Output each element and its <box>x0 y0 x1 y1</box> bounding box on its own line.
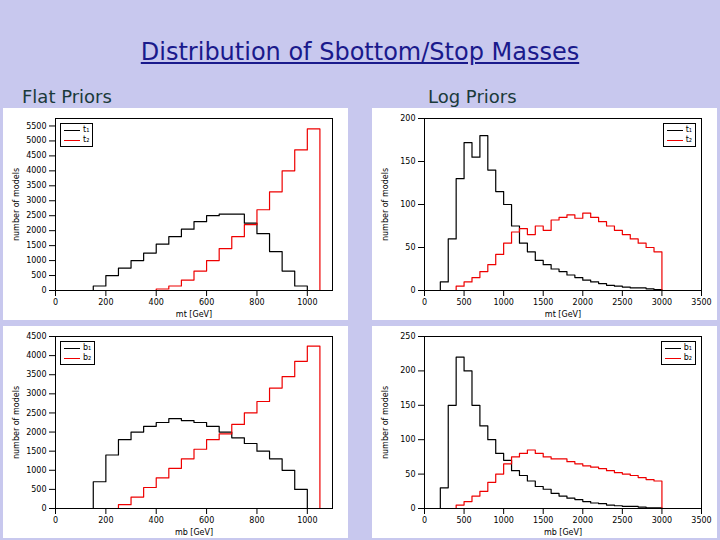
svg-text:600: 600 <box>199 298 214 307</box>
svg-text:mt [GeV]: mt [GeV] <box>545 310 581 319</box>
svg-text:0: 0 <box>53 298 58 307</box>
svg-text:number of models: number of models <box>12 386 21 459</box>
svg-text:mt [GeV]: mt [GeV] <box>176 310 212 319</box>
svg-text:5500: 5500 <box>26 122 46 131</box>
svg-text:0: 0 <box>41 286 46 295</box>
svg-text:1000: 1000 <box>493 516 513 525</box>
svg-text:1500: 1500 <box>26 447 46 456</box>
svg-text:100: 100 <box>400 435 415 444</box>
svg-text:200: 200 <box>400 366 415 375</box>
svg-text:0: 0 <box>410 504 415 513</box>
svg-text:200: 200 <box>98 298 113 307</box>
svg-text:2500: 2500 <box>26 211 46 220</box>
svg-text:0: 0 <box>410 286 415 295</box>
svg-text:2000: 2000 <box>26 226 46 235</box>
svg-text:number of models: number of models <box>381 168 390 241</box>
svg-text:number of models: number of models <box>381 386 390 459</box>
svg-text:0: 0 <box>53 516 58 525</box>
html-text:b₂: b₂ <box>83 353 92 362</box>
svg-text:500: 500 <box>456 516 471 525</box>
svg-text:mb [GeV]: mb [GeV] <box>544 528 582 537</box>
svg-text:3000: 3000 <box>652 298 672 307</box>
svg-text:5000: 5000 <box>26 136 46 145</box>
svg-text:3000: 3000 <box>26 389 46 398</box>
svg-text:1000: 1000 <box>26 466 46 475</box>
svg-text:2000: 2000 <box>573 298 593 307</box>
svg-text:1000: 1000 <box>26 256 46 265</box>
svg-text:100: 100 <box>400 200 415 209</box>
svg-text:0: 0 <box>422 298 427 307</box>
svg-text:2000: 2000 <box>26 428 46 437</box>
svg-text:0: 0 <box>41 504 46 513</box>
svg-text:0: 0 <box>422 516 427 525</box>
svg-text:400: 400 <box>149 298 164 307</box>
html-text:Distribution of Sbottom/Stop M: Distribution of Sbottom/Stop Masses <box>140 38 580 66</box>
svg-text:2500: 2500 <box>612 298 632 307</box>
svg-text:800: 800 <box>249 298 264 307</box>
svg-text:1000: 1000 <box>493 298 513 307</box>
svg-text:3500: 3500 <box>691 298 711 307</box>
html-text:Log Priors: Log Priors <box>428 86 517 107</box>
svg-text:3000: 3000 <box>26 196 46 205</box>
svg-text:1000: 1000 <box>297 298 317 307</box>
svg-text:500: 500 <box>456 298 471 307</box>
svg-text:800: 800 <box>249 516 264 525</box>
svg-text:4000: 4000 <box>26 166 46 175</box>
svg-text:4000: 4000 <box>26 351 46 360</box>
svg-text:1500: 1500 <box>533 516 553 525</box>
svg-text:1000: 1000 <box>297 516 317 525</box>
svg-text:2000: 2000 <box>573 516 593 525</box>
svg-text:2500: 2500 <box>612 516 632 525</box>
html-text:b₁: b₁ <box>83 343 92 352</box>
svg-text:150: 150 <box>400 157 415 166</box>
svg-text:3500: 3500 <box>26 181 46 190</box>
html-text:b₁: b₁ <box>683 343 692 352</box>
svg-text:50: 50 <box>405 243 415 252</box>
svg-text:mb [GeV]: mb [GeV] <box>175 528 213 537</box>
svg-text:4500: 4500 <box>26 332 46 341</box>
svg-text:1500: 1500 <box>533 298 553 307</box>
svg-text:250: 250 <box>400 332 415 341</box>
html-text:Flat Priors: Flat Priors <box>22 86 112 107</box>
svg-text:400: 400 <box>149 516 164 525</box>
svg-text:3000: 3000 <box>652 516 672 525</box>
svg-text:number of models: number of models <box>12 168 21 241</box>
svg-text:150: 150 <box>400 401 415 410</box>
svg-text:3500: 3500 <box>26 370 46 379</box>
svg-text:600: 600 <box>199 516 214 525</box>
html-text:t₂: t₂ <box>83 135 90 144</box>
svg-text:200: 200 <box>98 516 113 525</box>
svg-text:4500: 4500 <box>26 151 46 160</box>
svg-text:2500: 2500 <box>26 409 46 418</box>
html-text:t₁: t₁ <box>83 125 90 134</box>
svg-text:50: 50 <box>405 470 415 479</box>
svg-text:500: 500 <box>31 271 46 280</box>
svg-text:1500: 1500 <box>26 241 46 250</box>
svg-text:200: 200 <box>400 114 415 123</box>
svg-text:500: 500 <box>31 485 46 494</box>
html-text:t₁: t₁ <box>685 125 692 134</box>
html-text:t₂: t₂ <box>685 135 692 144</box>
svg-text:3500: 3500 <box>691 516 711 525</box>
html-text:b₂: b₂ <box>683 353 692 362</box>
